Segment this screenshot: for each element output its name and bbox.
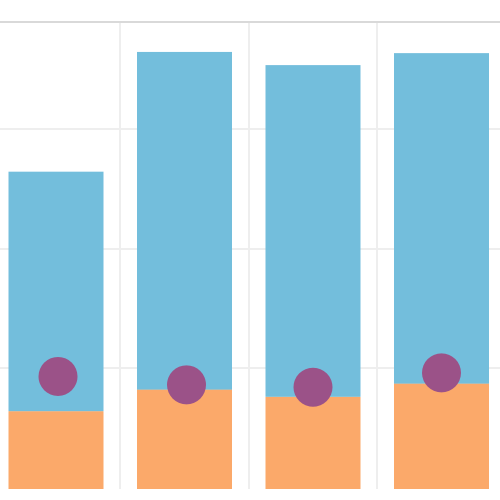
bar-segment-1-2 [137, 389, 232, 489]
bar-segment-2-2 [137, 51, 232, 390]
bar-segment-1-1 [8, 411, 104, 489]
bar-segment-2-4 [394, 53, 489, 384]
bar-segment-1-3 [265, 396, 361, 489]
point-marker-4 [422, 353, 461, 393]
bars-group [8, 51, 489, 489]
bar-segment-2-3 [265, 65, 361, 397]
bar-segment-1-4 [394, 383, 489, 489]
point-marker-2 [167, 365, 206, 405]
point-marker-3 [293, 367, 333, 407]
point-marker-1 [38, 356, 78, 396]
points-group [38, 353, 461, 407]
